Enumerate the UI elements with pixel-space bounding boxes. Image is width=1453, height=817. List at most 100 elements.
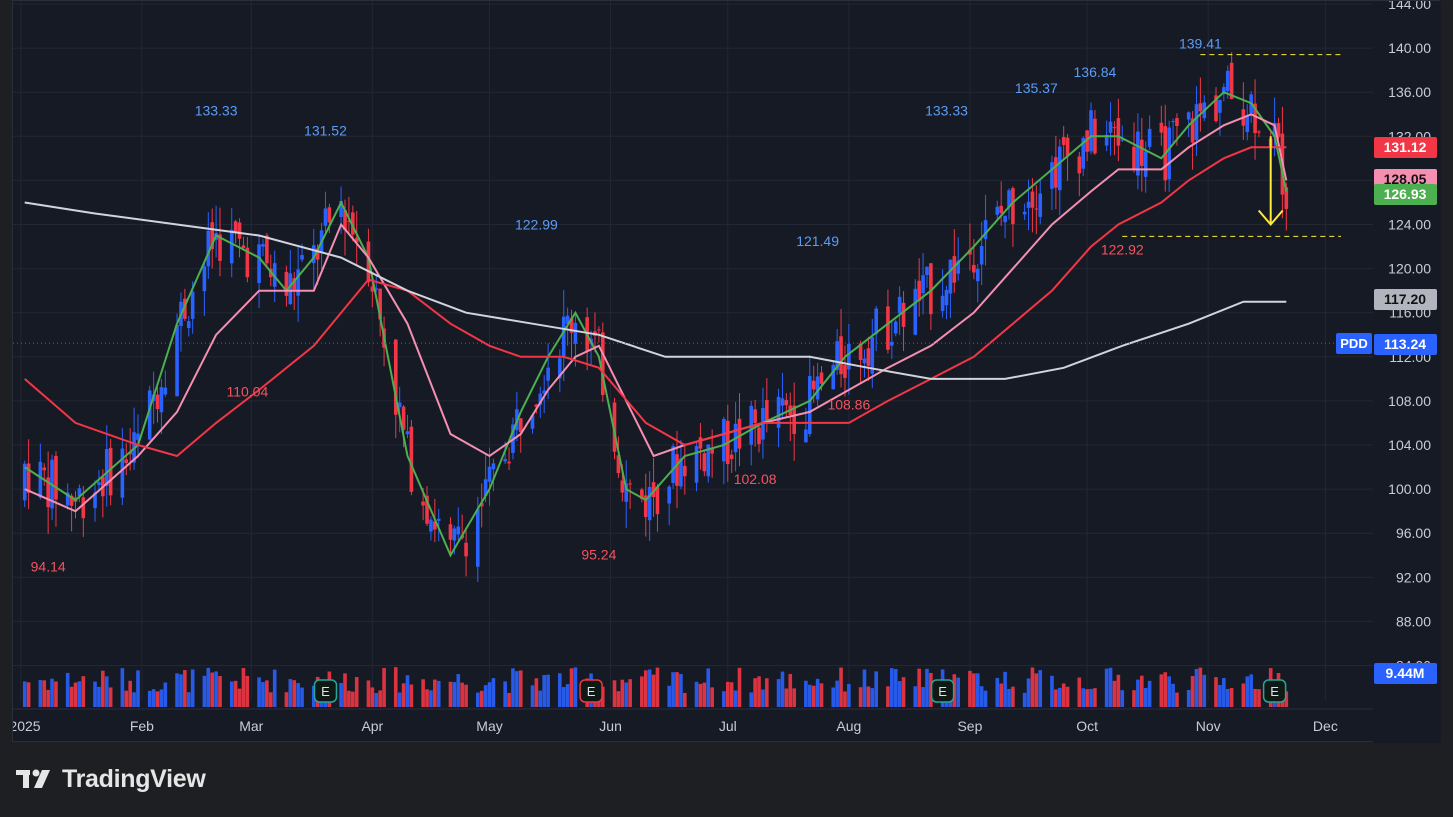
candle-body [300, 255, 304, 260]
candle-body [421, 501, 425, 506]
volume-bar [241, 668, 246, 707]
candle-body [1077, 156, 1082, 174]
volume-bar [1077, 677, 1082, 707]
volume-bar [784, 688, 789, 707]
candle-body [1104, 134, 1109, 146]
volume-bar [81, 676, 86, 707]
volume-bar [507, 692, 511, 707]
volume-bar [288, 679, 293, 707]
volume-bar [694, 681, 699, 707]
candle-body [722, 418, 726, 462]
candle-body [862, 358, 867, 364]
candle-body [163, 387, 168, 395]
candle-body [1159, 122, 1164, 133]
candle-body [710, 447, 714, 454]
volume-bar [1003, 671, 1007, 707]
volume-bar [405, 675, 410, 707]
price-tag-value: 128.05 [1384, 171, 1427, 187]
candle-body [897, 296, 902, 314]
volume-bar [1202, 674, 1207, 707]
candle-body [534, 404, 539, 408]
candle-body [378, 288, 382, 320]
candle-body [737, 418, 742, 449]
candle-body [1140, 139, 1144, 166]
volume-bar [409, 684, 414, 707]
volume-bar [265, 680, 269, 707]
volume-bar [366, 680, 371, 707]
candle-body [940, 295, 945, 312]
volume-bar [733, 690, 738, 707]
candle-body [183, 298, 187, 319]
volume-bar [624, 682, 629, 707]
volume-bar [354, 677, 359, 707]
volume-bar [491, 678, 496, 707]
volume-bar [956, 677, 961, 707]
volume-bar [503, 681, 507, 707]
moving-average-line [24, 113, 1288, 513]
candle-body [124, 459, 129, 464]
candle-body [218, 234, 222, 261]
time-tick-label: Dec [1313, 718, 1338, 734]
earnings-marker [1262, 679, 1287, 703]
volume-bar [776, 679, 781, 707]
candle-body [917, 280, 921, 301]
candle-body [729, 454, 734, 459]
candle-body [561, 316, 566, 357]
time-tick-label: Mar [239, 718, 263, 734]
volume-bar [257, 677, 261, 707]
price-tag [1374, 289, 1437, 310]
volume-bar [347, 690, 351, 707]
volume-bar [546, 674, 550, 707]
volume-bar [296, 683, 300, 707]
volume-bar [218, 676, 222, 707]
volume-bar [378, 690, 382, 707]
candle-body [245, 247, 250, 278]
candle-body [128, 452, 132, 455]
volume-bar [573, 667, 578, 707]
volume-bar [1081, 688, 1086, 707]
volume-bar [901, 677, 906, 707]
candle-body [1003, 215, 1007, 223]
candle-body [995, 206, 1000, 215]
candle-body [1222, 87, 1226, 95]
candle-body [776, 396, 781, 428]
candle-body [780, 398, 785, 406]
volume-bar [819, 683, 824, 707]
candle-body [1108, 121, 1113, 133]
volume-bar [979, 686, 984, 707]
volume-bar [69, 686, 74, 707]
volume-bar [925, 668, 929, 707]
candle-body [1253, 103, 1257, 134]
price-tag [1374, 334, 1437, 355]
chart-panel[interactable]: 133.33 131.52 122.99 121.49 133.33 135.37 136.… [12, 0, 1441, 743]
volume-bar [343, 673, 347, 707]
volume-bar [38, 680, 43, 707]
candle-body [120, 448, 125, 498]
candle-body [429, 519, 433, 532]
candle-body [175, 324, 179, 397]
candle-body [983, 220, 988, 240]
candle-body [503, 459, 507, 462]
volume-bar [1218, 684, 1222, 707]
volume-bar [1089, 688, 1093, 707]
volume-bar [433, 679, 437, 707]
candle-body [706, 444, 711, 477]
volume-bar [1132, 690, 1136, 707]
volume-bar [870, 688, 875, 707]
volume-bar [722, 691, 726, 707]
volume-bar [921, 686, 925, 707]
volume-bar [210, 672, 214, 707]
volume-bar [1061, 683, 1066, 707]
volume-bar [511, 668, 515, 707]
volume-bar [50, 678, 54, 707]
tradingview-brand: TradingView [16, 763, 206, 795]
candle-body [1245, 115, 1250, 133]
volume-bar [983, 690, 988, 707]
candle-body [765, 400, 769, 421]
candle-body [628, 483, 632, 485]
volume-bar [186, 692, 191, 707]
volume-bar [175, 673, 179, 707]
down-arrow-head [1257, 209, 1284, 227]
high-label: 133.33 [925, 103, 968, 119]
price-chart[interactable]: 133.33 131.52 122.99 121.49 133.33 135.37 136.… [13, 1, 1441, 743]
